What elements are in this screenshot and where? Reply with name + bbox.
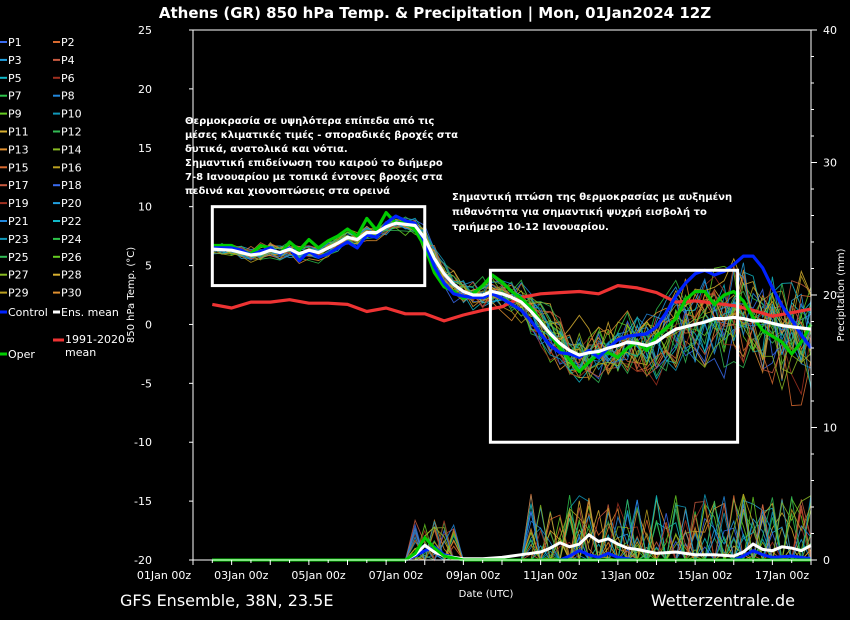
legend: P1 P2 P3 P4 P5 P6 P7 P8 P9 P10 P11 P12 P13 P14 P15 P16 P… — [0, 36, 125, 361]
chart-title: Athens (GR) 850 hPa Temp. & Precipitatio… — [159, 4, 711, 23]
y2-tick-label: 0 — [823, 554, 830, 567]
y-tick-label: 0 — [145, 318, 152, 331]
legend-label: P16 — [61, 161, 82, 174]
legend-label: P1 — [8, 36, 22, 49]
member-temp-line — [212, 219, 812, 357]
x-tick-label: 05Jan 00z — [291, 569, 345, 582]
legend-label: P13 — [8, 143, 29, 156]
legend-label: P7 — [8, 90, 22, 103]
legend-label: P10 — [61, 108, 82, 121]
legend-label: P8 — [61, 90, 75, 103]
x-tick-label: 09Jan 00z — [446, 569, 500, 582]
x-tick-label: 17Jan 00z — [755, 569, 809, 582]
annotation-1-line-2: μέσες κλιματικές τιμές - σποραδικές βροχ… — [185, 129, 458, 141]
annotation-1-line-1: Θερμοκρασία σε υψηλότερα επίπεδα από τις — [185, 115, 434, 127]
annotation-2-line-1: Σημαντική πτώση της θερμοκρασίας με αυξη… — [452, 191, 732, 203]
x-tick-label: 13Jan 00z — [600, 569, 654, 582]
member-temp-line — [212, 219, 812, 371]
y-tick-label: -15 — [134, 495, 152, 508]
legend-label: P21 — [8, 215, 29, 228]
legend-label: P9 — [8, 108, 22, 121]
annotation-2-line-2: πιθανότητα για σημαντική ψυχρή εισβολή τ… — [452, 206, 707, 218]
x-tick-label: 01Jan 00z — [137, 569, 191, 582]
legend-label: P19 — [8, 197, 29, 210]
legend-label: P25 — [8, 251, 29, 264]
y2-tick-label: 10 — [823, 422, 837, 435]
legend-label: Ens. mean — [61, 306, 119, 319]
y-tick-label: -5 — [141, 377, 152, 390]
y-tick-label: 10 — [138, 201, 152, 214]
annotation-1-line-4: Σημαντική επιδείνωση του καιρού το διήμε… — [185, 157, 443, 169]
series-line — [212, 211, 813, 374]
x-axis-label: Date (UTC) — [459, 589, 514, 600]
annotation-1-line-3: δυτικά, ανατολικά και νότια. — [185, 143, 348, 155]
legend-label: P30 — [61, 287, 82, 300]
x-tick-label: 07Jan 00z — [369, 569, 423, 582]
legend-label: P29 — [8, 287, 29, 300]
footer-brand: Wetterzentrale.de — [651, 591, 795, 610]
y-tick-label: -10 — [134, 436, 152, 449]
legend-label: P20 — [61, 197, 82, 210]
x-tick-label: 11Jan 00z — [523, 569, 577, 582]
axes: 25 20 15 10 5 0 -5 -10 -15 -20 40 30 20 10 0 01Jan 00z 0… — [134, 24, 837, 582]
annotation-2-line-3: τριήμερο 10-12 Ιανουαρίου. — [452, 221, 609, 233]
y-tick-label: 5 — [145, 260, 152, 273]
legend-label: P5 — [8, 72, 22, 85]
y2-tick-label: 20 — [823, 289, 837, 302]
legend-label: P14 — [61, 143, 82, 156]
series-line — [212, 214, 813, 359]
legend-label: P2 — [61, 36, 75, 49]
y-tick-label: 20 — [138, 83, 152, 96]
legend-label: Control — [8, 306, 48, 319]
member-temp-line — [212, 230, 812, 372]
x-tick-label: 03Jan 00z — [214, 569, 268, 582]
legend-label: mean — [65, 346, 96, 359]
legend-label: P4 — [61, 54, 75, 67]
legend-label: P6 — [61, 72, 75, 85]
legend-label: P22 — [61, 215, 82, 228]
annotation-1-line-6: πεδινά και χιονοπτώσεις στα ορεινά — [185, 185, 390, 197]
legend-label: P3 — [8, 54, 22, 67]
legend-label: P24 — [61, 233, 82, 246]
legend-label: P11 — [8, 126, 29, 139]
y2-tick-label: 30 — [823, 157, 837, 170]
y-tick-label: 25 — [138, 24, 152, 37]
legend-label: P18 — [61, 179, 82, 192]
series-line — [212, 284, 812, 323]
y-tick-label: 15 — [138, 142, 152, 155]
legend-label: Oper — [8, 348, 35, 361]
legend-label: P12 — [61, 126, 82, 139]
legend-label: P28 — [61, 269, 82, 282]
legend-label: P26 — [61, 251, 82, 264]
footer-source: GFS Ensemble, 38N, 23.5E — [120, 591, 333, 610]
highlighted-series — [212, 211, 813, 374]
y2-axis-label: Precipitation (mm) — [836, 248, 847, 341]
y-tick-label: -20 — [134, 554, 152, 567]
legend-label: P23 — [8, 233, 29, 246]
highlight-box — [210, 205, 427, 288]
y-axis-label: 850 hPa Temp. (°C) — [126, 247, 137, 343]
highlight-box — [488, 268, 740, 444]
legend-label: P15 — [8, 161, 29, 174]
highlight-boxes — [210, 205, 740, 444]
legend-label: P17 — [8, 179, 29, 192]
legend-label: 1991-2020 — [65, 333, 125, 346]
series-line — [212, 221, 812, 357]
annotation-1-line-5: 7-8 Ιανουαρίου με τοπικά έντονες βροχές … — [185, 171, 443, 183]
x-tick-label: 15Jan 00z — [678, 569, 732, 582]
legend-label: P27 — [8, 269, 29, 282]
y2-tick-label: 40 — [823, 24, 837, 37]
